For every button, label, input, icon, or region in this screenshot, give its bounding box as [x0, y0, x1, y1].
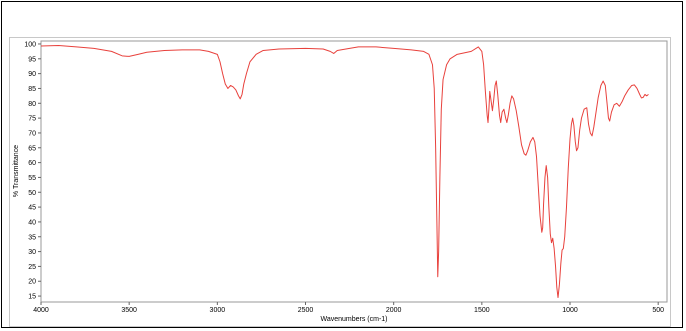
ir-spectrum-chart: 15 20 25 30 35 40 45 50 55 60 65 70 75 80 85 90 95 100 40… [13, 40, 668, 323]
x-axis-title: Wavenumbers (cm-1) [320, 316, 387, 323]
plot-area [40, 40, 668, 303]
x-tick-label: 4000 [33, 307, 49, 314]
y-tick-label: 100 [24, 41, 36, 48]
y-tick-label: 50 [28, 190, 36, 197]
y-tick-label: 30 [28, 249, 36, 256]
y-axis-title: % Transmittance [13, 145, 20, 197]
y-tick-label: 70 [28, 130, 36, 137]
x-tick-label: 1000 [562, 307, 578, 314]
y-tick-label: 55 [28, 175, 36, 182]
y-tick-label: 20 [28, 279, 36, 286]
y-tick-label: 85 [28, 86, 36, 93]
y-tick-label: 45 [28, 205, 36, 212]
y-tick-label: 15 [28, 294, 36, 301]
y-tick-label: 60 [28, 160, 36, 167]
plot-panel: 15 20 25 30 35 40 45 50 55 60 65 70 75 80 85 90 95 100 40… [9, 37, 671, 327]
y-tick-label: 95 [28, 56, 36, 63]
y-tick-label: 90 [28, 71, 36, 78]
y-tick-label: 35 [28, 234, 36, 241]
x-tick-label: 2000 [386, 307, 402, 314]
x-tick-label: 1500 [474, 307, 490, 314]
x-tick-label: 3000 [210, 307, 226, 314]
x-tick-label: 500 [652, 307, 664, 314]
y-tick-label: 40 [28, 219, 36, 226]
x-axis: 4000 3500 3000 2500 2000 1500 1000 500 [33, 302, 664, 314]
y-tick-label: 80 [28, 101, 36, 108]
spectrum-series-line [40, 44, 649, 299]
x-tick-label: 3500 [121, 307, 137, 314]
y-axis: 15 20 25 30 35 40 45 50 55 60 65 70 75 80 85 90 95 100 [24, 41, 41, 301]
y-tick-label: 65 [28, 145, 36, 152]
x-tick-label: 2500 [298, 307, 314, 314]
y-tick-label: 25 [28, 264, 36, 271]
y-tick-label: 75 [28, 116, 36, 123]
